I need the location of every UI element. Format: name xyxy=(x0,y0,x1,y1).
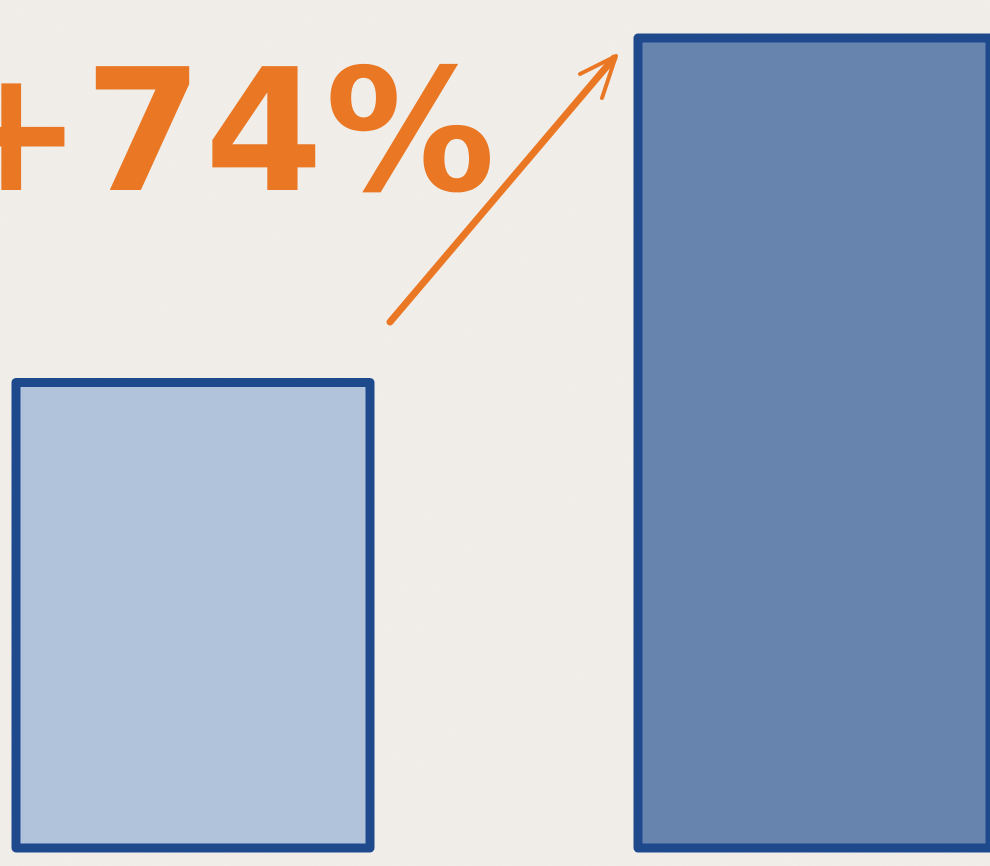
arrow-shaft xyxy=(386,54,618,326)
percent-change-label: +74% xyxy=(0,33,497,231)
bar-2 xyxy=(633,33,990,853)
growth-arrow xyxy=(386,54,618,326)
arrow-head-icon xyxy=(578,54,618,100)
bar-1 xyxy=(11,377,375,853)
bars-group xyxy=(11,33,990,853)
